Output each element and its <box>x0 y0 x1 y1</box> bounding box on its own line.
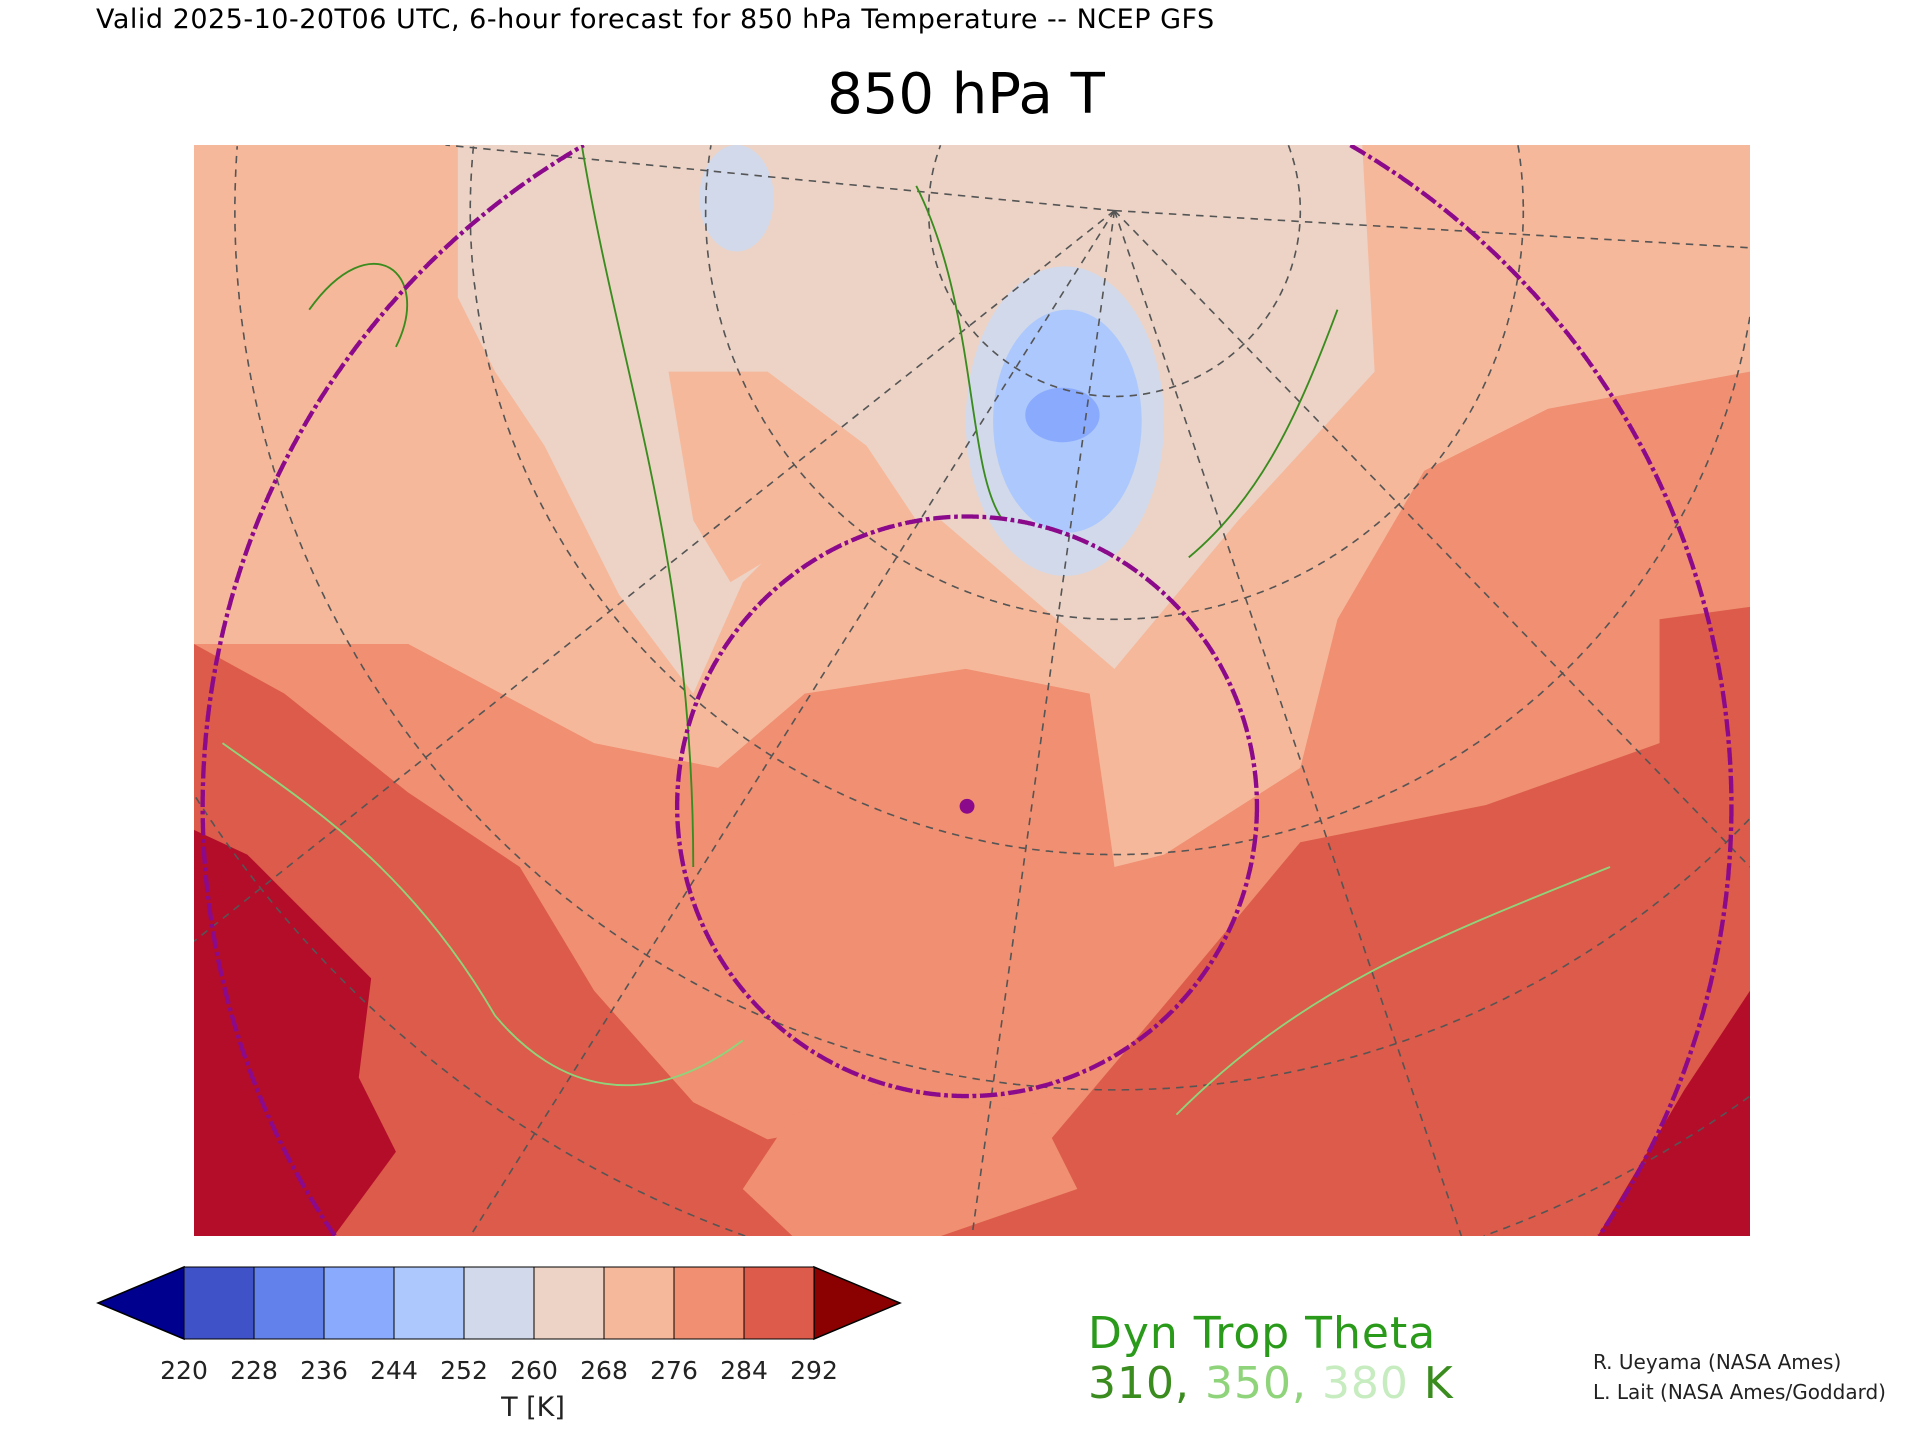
colorbar-over-triangle <box>813 1265 902 1341</box>
colorbar-bin-244 <box>393 1266 465 1340</box>
latitude-circle <box>469 145 1750 856</box>
graticule <box>194 145 1750 1236</box>
colorbar-label: T [K] <box>501 1392 565 1423</box>
contour-legend-title: Dyn Trop Theta <box>1088 1308 1437 1359</box>
range-ring-inner <box>674 514 1260 1099</box>
credit-2: L. Lait (NASA Ames/Goddard) <box>1593 1380 1886 1404</box>
latitude-circle <box>927 145 1302 398</box>
colorbar-tick-label: 276 <box>650 1356 698 1385</box>
latitude-circle <box>234 146 1750 1091</box>
colorbar-tick-label: 228 <box>230 1356 278 1385</box>
colorbar <box>96 1265 902 1341</box>
colorbar-bin-268 <box>603 1266 675 1340</box>
colorbar-bin-276 <box>673 1266 745 1340</box>
colorbar-tick-label: 292 <box>790 1356 838 1385</box>
dyn-trop-contours <box>221 145 1611 1116</box>
field-276-atlantic <box>742 1089 1078 1236</box>
colorbar-tick-label: 244 <box>370 1356 418 1385</box>
latitude-circle <box>194 795 1750 1236</box>
colorbar-bin-260 <box>533 1266 605 1340</box>
colorbar-bin-236 <box>323 1266 395 1340</box>
field-268-inner <box>668 371 917 583</box>
colorbar-tick-label: 260 <box>510 1356 558 1385</box>
colorbar-under-triangle <box>96 1265 185 1341</box>
field-252-north <box>699 145 774 252</box>
colorbar-bin-284 <box>743 1266 815 1340</box>
field-260 <box>457 145 1375 694</box>
colorbar-bin-220 <box>183 1266 255 1340</box>
credit-1: R. Ueyama (NASA Ames) <box>1593 1350 1842 1374</box>
colorbar-tick-label: 284 <box>720 1356 768 1385</box>
colorbar-bin-228 <box>253 1266 325 1340</box>
colorbar-bin-252 <box>463 1266 535 1340</box>
range-ring-outer <box>200 145 1734 1236</box>
colorbar-tick-label: 220 <box>160 1356 208 1385</box>
chart-title: 850 hPa T <box>827 62 1105 127</box>
contour-unit: K <box>1423 1358 1454 1409</box>
contour-level-310: 310 <box>1088 1358 1175 1409</box>
temperature-map <box>194 145 1750 1236</box>
colorbar-tick-label: 252 <box>440 1356 488 1385</box>
colorbar-tick-label: 268 <box>580 1356 628 1385</box>
contour-legend-levels: 310, 350, 380 K <box>1088 1358 1454 1409</box>
field-236-greenland <box>1025 387 1100 443</box>
field-292-west <box>194 829 396 1236</box>
contour-level-350: 350 <box>1204 1358 1292 1409</box>
latitude-circle <box>704 145 1525 621</box>
chart-subtitle: Valid 2025-10-20T06 UTC, 6-hour forecast… <box>96 4 1215 35</box>
contour-level-380: 380 <box>1321 1358 1409 1409</box>
station-marker <box>959 798 975 814</box>
colorbar-tick-label: 236 <box>300 1356 348 1385</box>
